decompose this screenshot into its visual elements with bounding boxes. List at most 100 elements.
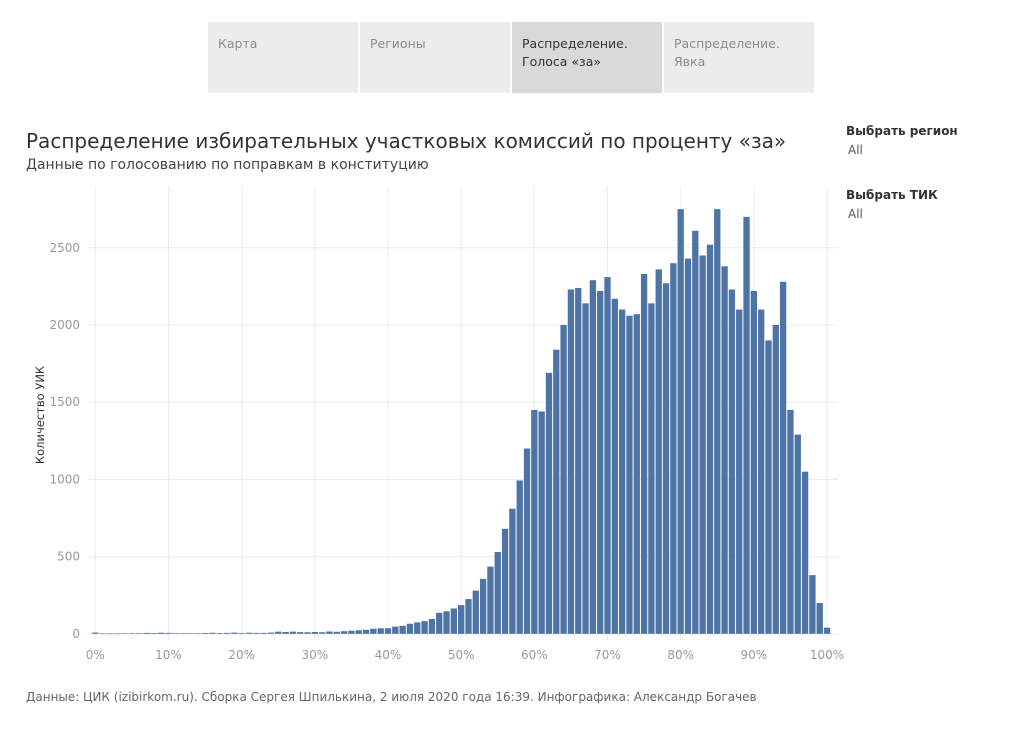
tab-regions[interactable]: Регионы xyxy=(360,22,510,93)
histogram-bar xyxy=(92,632,99,634)
histogram-bar xyxy=(450,608,458,634)
histogram-bar xyxy=(260,632,267,634)
histogram-bar xyxy=(582,303,589,634)
histogram-bar xyxy=(223,632,231,634)
histogram-bar xyxy=(267,632,275,634)
footer-credits: Данные: ЦИК (izibirkom.ru). Сборка Серге… xyxy=(26,690,757,704)
histogram-bar xyxy=(597,291,604,634)
histogram-bar xyxy=(589,280,597,634)
histogram-bar xyxy=(633,314,640,634)
histogram-bar xyxy=(362,629,370,634)
histogram-bar xyxy=(618,309,626,634)
histogram-bar xyxy=(487,566,494,634)
x-tick-label: 40% xyxy=(375,648,402,662)
tik-filter-label: Выбрать ТИК xyxy=(846,188,938,202)
tab-map[interactable]: Карта xyxy=(208,22,358,93)
histogram-bar xyxy=(428,618,436,634)
y-tick-label: 2500 xyxy=(49,241,80,255)
histogram-bar xyxy=(479,578,487,634)
histogram-bar xyxy=(384,628,392,634)
histogram-bar xyxy=(758,309,765,634)
histogram-bar xyxy=(172,633,179,634)
histogram-bar xyxy=(779,281,787,634)
histogram-bar xyxy=(750,291,758,634)
histogram-bar xyxy=(728,289,736,634)
histogram-bar xyxy=(765,340,772,634)
histogram-bar xyxy=(340,631,348,634)
tab-distribution-votes[interactable]: Распределение. Голоса «за» xyxy=(512,22,662,93)
histogram-bar xyxy=(662,283,670,634)
histogram-bar xyxy=(128,633,136,634)
histogram-bar xyxy=(289,631,297,634)
histogram-bar xyxy=(304,632,311,634)
histogram-bar xyxy=(158,632,165,634)
x-tick-label: 0% xyxy=(86,648,105,662)
histogram-bar xyxy=(318,632,326,634)
histogram-bar xyxy=(253,632,260,634)
histogram-bar xyxy=(816,602,823,634)
histogram-bar xyxy=(706,244,714,634)
x-tick-label: 60% xyxy=(521,648,548,662)
histogram-bar xyxy=(575,287,582,634)
histogram-bar xyxy=(443,611,450,634)
y-tick-label: 1500 xyxy=(49,395,80,409)
histogram-bar xyxy=(509,508,516,634)
x-tick-label: 10% xyxy=(155,648,182,662)
histogram-bar xyxy=(516,480,523,634)
histogram-bar xyxy=(640,274,648,634)
histogram-bar xyxy=(297,632,304,634)
histogram-bar xyxy=(692,230,699,634)
histogram-bar xyxy=(406,623,414,634)
tab-distribution-turnout[interactable]: Распределение. Явка xyxy=(664,22,814,93)
histogram-bar xyxy=(567,289,575,634)
x-tick-label: 100% xyxy=(810,648,844,662)
tik-filter-value[interactable]: All xyxy=(848,207,863,221)
histogram-bar xyxy=(553,349,560,634)
histogram-bar xyxy=(538,411,545,634)
histogram-bar xyxy=(194,633,201,634)
histogram-bar xyxy=(494,551,501,634)
x-tick-label: 90% xyxy=(741,648,768,662)
histogram-bar xyxy=(699,255,706,634)
region-filter-label: Выбрать регион xyxy=(846,124,958,138)
histogram-bar xyxy=(465,599,472,634)
histogram-bar xyxy=(165,632,172,634)
histogram-bar xyxy=(201,633,209,634)
histogram-bar xyxy=(150,633,158,634)
x-tick-label: 70% xyxy=(594,648,621,662)
histogram-bar xyxy=(604,277,611,634)
histogram-bar xyxy=(121,633,128,634)
histogram-bar xyxy=(714,209,721,634)
y-tick-label: 500 xyxy=(57,550,80,564)
histogram-bar xyxy=(392,626,399,634)
histogram-bar xyxy=(501,528,509,634)
histogram-bar xyxy=(114,633,121,635)
histogram-bar xyxy=(399,625,406,634)
histogram-bar xyxy=(106,633,114,635)
histogram-bar xyxy=(136,633,143,634)
page-title: Распределение избирательных участковых к… xyxy=(26,129,787,153)
page-subtitle: Данные по голосованию по поправкам в кон… xyxy=(26,157,429,173)
histogram-bar xyxy=(245,632,253,634)
histogram-bar xyxy=(458,605,465,634)
x-tick-label: 30% xyxy=(301,648,328,662)
histogram-bar xyxy=(421,621,428,634)
y-tick-label: 2000 xyxy=(49,318,80,332)
histogram-bar xyxy=(684,258,692,634)
histogram-bar xyxy=(143,632,150,634)
histogram-bar xyxy=(187,633,194,634)
histogram-bar xyxy=(216,633,223,634)
histogram-bar xyxy=(721,266,728,634)
x-tick-label: 50% xyxy=(448,648,475,662)
histogram-bar xyxy=(560,324,567,634)
histogram-bar xyxy=(311,631,318,634)
y-axis-label: Количество УИК xyxy=(33,366,47,464)
histogram-bar xyxy=(275,631,282,634)
region-filter-value[interactable]: All xyxy=(848,143,863,157)
histogram-bar xyxy=(736,309,743,634)
histogram-bar xyxy=(209,632,216,634)
histogram-bar xyxy=(282,631,289,634)
histogram-bar xyxy=(794,434,801,634)
histogram-bar xyxy=(348,630,355,634)
